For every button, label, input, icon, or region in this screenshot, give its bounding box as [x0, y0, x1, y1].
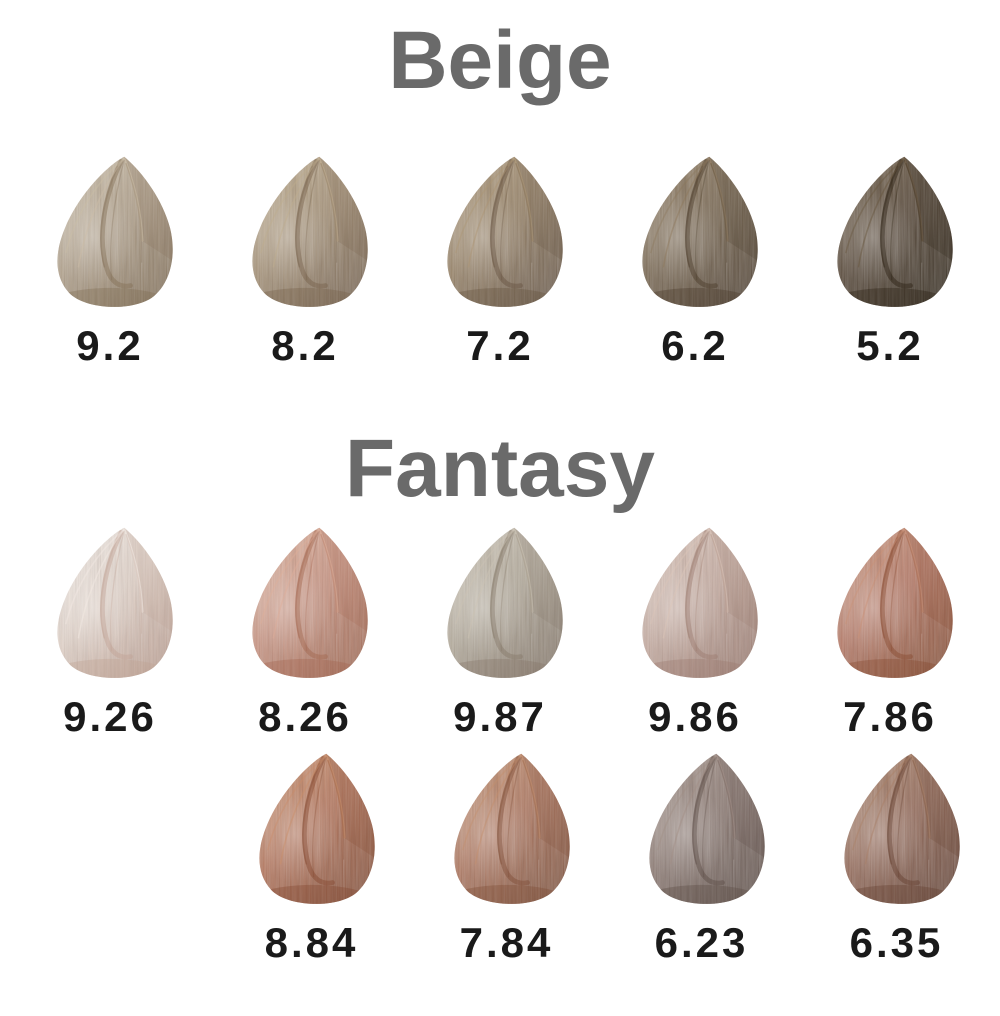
hair-swatch-image	[648, 753, 765, 904]
swatch-cell: 8.84	[214, 749, 409, 967]
hair-swatch-image	[642, 527, 758, 678]
hair-swatch-image	[843, 753, 960, 904]
swatch-cell: 9.87	[403, 523, 598, 741]
shade-code-label: 6.23	[654, 918, 749, 966]
swatch-cell: 5.2	[793, 152, 988, 370]
hair-swatch-image	[837, 156, 953, 308]
swatch-cell: 9.26	[13, 523, 208, 741]
shade-code-label: 7.86	[843, 692, 937, 740]
shade-code-label: 8.26	[258, 692, 352, 740]
shade-code-label: 6.35	[849, 918, 944, 966]
swatch-cell: 6.23	[604, 749, 799, 967]
shade-code-label: 9.2	[76, 322, 144, 370]
fantasy-swatch-row-1: 9.26 8.26 9.87 9.86 7.86	[0, 523, 1000, 741]
shade-code-label: 9.26	[63, 692, 157, 740]
fantasy-swatch-row-2: 8.84 7.84 6.23 6.35	[0, 749, 1000, 967]
swatch-cell: 9.2	[13, 152, 208, 370]
hair-swatch-image	[258, 753, 375, 904]
shade-code-label: 8.84	[264, 918, 359, 966]
hair-swatch-image	[642, 156, 758, 308]
hair-swatch-image	[57, 156, 173, 308]
section-title-fantasy: Fantasy	[345, 423, 655, 515]
hair-swatch-image	[453, 753, 570, 904]
shade-code-label: 5.2	[856, 322, 924, 370]
shade-code-label: 9.86	[648, 692, 742, 740]
swatch-cell: 7.84	[409, 749, 604, 967]
hair-swatch-image	[252, 527, 368, 678]
swatch-cell: 8.26	[208, 523, 403, 741]
hair-swatch-image	[447, 156, 563, 308]
swatch-cell: 7.86	[793, 523, 988, 741]
swatch-cell: 6.35	[799, 749, 994, 967]
hair-swatch-image	[57, 527, 173, 678]
swatch-cell: 8.2	[208, 152, 403, 370]
swatch-cell: 7.2	[403, 152, 598, 370]
hair-swatch-image	[447, 527, 563, 678]
swatch-cell: 6.2	[598, 152, 793, 370]
shade-code-label: 9.87	[453, 692, 547, 740]
shade-code-label: 8.2	[271, 322, 339, 370]
hair-swatch-image	[252, 156, 368, 308]
shade-code-label: 7.84	[459, 918, 554, 966]
shade-code-label: 6.2	[661, 322, 729, 370]
section-title-beige: Beige	[388, 15, 612, 106]
hair-swatch-image	[837, 527, 953, 678]
swatch-cell: 9.86	[598, 523, 793, 741]
hair-shade-chart: Beige 9.2 8.2 7.2 6.2 5.2 Fantasy 9.26 8.26 9.…	[0, 15, 1000, 1016]
beige-swatch-row: 9.2 8.2 7.2 6.2 5.2	[0, 152, 1000, 370]
shade-code-label: 7.2	[466, 322, 534, 370]
